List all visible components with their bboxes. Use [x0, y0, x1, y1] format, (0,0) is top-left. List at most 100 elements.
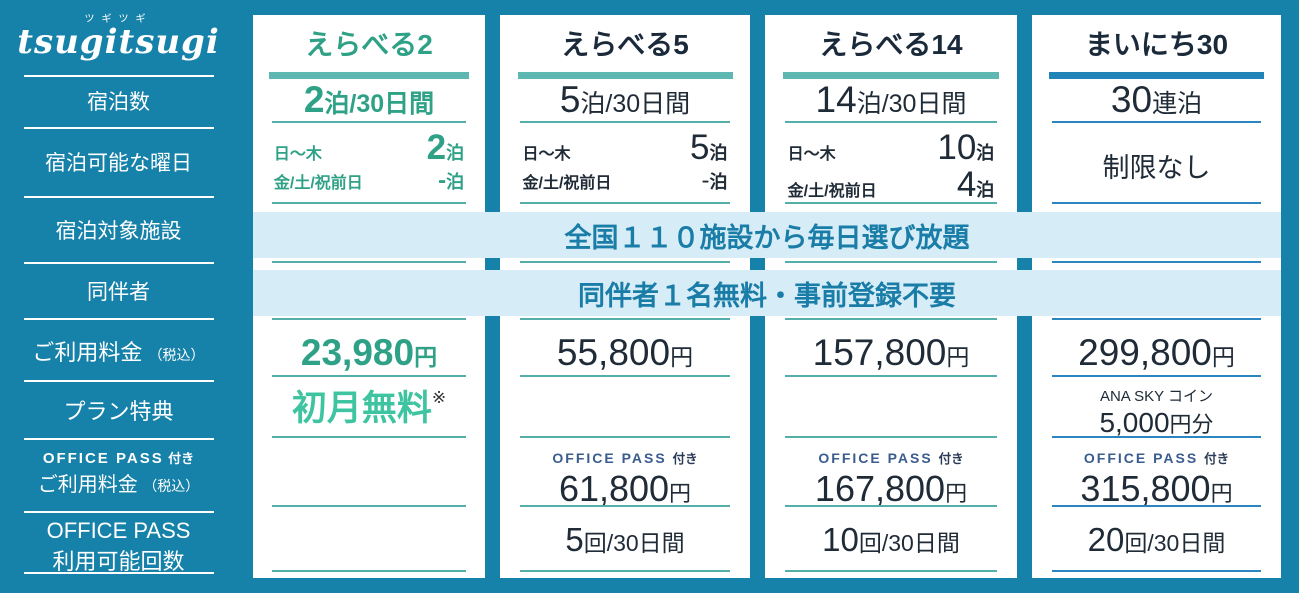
weekend-label: 金/土/祝前日: [522, 175, 612, 192]
divider-line: [1051, 121, 1262, 123]
divider-line: [271, 570, 467, 572]
weekend-unit: 泊: [709, 172, 728, 192]
stay-number: 14: [815, 79, 857, 120]
stay-number: 5: [559, 79, 581, 120]
office-pass-suffix: 付き: [672, 452, 698, 466]
divider-line: [1051, 505, 1262, 507]
weekday-unit: 泊: [446, 143, 465, 163]
row-header-office-price-line2: ご利用料金 （税込）: [0, 468, 237, 497]
stay-number: 30: [1110, 79, 1153, 120]
title-accent-bar: [517, 72, 733, 79]
weekend-value: 4泊: [957, 165, 994, 205]
weekend-number: 4: [956, 165, 977, 204]
office-pass-tag: OFFICE PASS 付き: [765, 449, 1017, 467]
plan-title: えらべる5: [561, 29, 689, 60]
stay-count: 14泊/30日間: [765, 81, 1017, 119]
coin-unit: 円分: [1169, 412, 1214, 437]
office-price-suffix: （税込）: [143, 478, 200, 494]
banner-companions: 同伴者１名無料・事前登録不要: [253, 270, 1281, 316]
divider-line: [271, 261, 467, 263]
weekend-unit: 泊: [446, 172, 465, 192]
weekday-number: 5: [690, 128, 710, 167]
sidebar-divider: [24, 318, 214, 320]
row-header-companion: 同伴者: [87, 281, 150, 304]
office-pass-price: 167,800円: [765, 469, 1017, 509]
sidebar-divider: [24, 262, 214, 264]
office-price-amount: 61,800: [558, 468, 670, 509]
weekday-unit: 泊: [709, 143, 728, 163]
office-price-amount: 315,800: [1080, 468, 1211, 509]
count-number: 20: [1087, 521, 1125, 558]
plan-benefit: 初月無料※: [253, 388, 485, 430]
row-header-price-suffix: （税込）: [148, 347, 205, 363]
plan-title: まいにち30: [1084, 29, 1229, 60]
weekend-row: 金/土/祝前日 4泊: [788, 165, 995, 205]
office-pass-label: OFFICE PASS: [552, 450, 667, 466]
office-price-label: ご利用料金: [37, 474, 138, 496]
office-pass-label: OFFICE PASS: [1083, 450, 1199, 466]
weekend-row: 金/土/祝前日 -泊: [523, 165, 728, 203]
office-pass-suffix: 付き: [1204, 452, 1230, 466]
office-price-amount: 167,800: [814, 468, 946, 509]
weekend-label: 金/土/祝前日: [273, 175, 363, 192]
sidebar-divider: [24, 127, 214, 129]
divider-line: [520, 261, 730, 263]
weekday-unit: 泊: [976, 143, 995, 163]
divider-line: [1051, 261, 1262, 263]
office-pass-tag: OFFICE PASS 付き: [1032, 449, 1281, 467]
row-header-office-price-line1: OFFICE PASS 付き: [0, 448, 237, 468]
divider-line: [1051, 202, 1262, 204]
divider-line: [520, 570, 730, 572]
weekday-value: 10泊: [937, 128, 994, 168]
divider-line: [520, 375, 730, 377]
divider-line: [785, 202, 997, 204]
office-price-unit: 円: [945, 481, 968, 506]
logo-kana-text: ツギツギ: [84, 14, 153, 25]
office-pass-label: OFFICE PASS: [818, 450, 933, 466]
plan-price: 23,980円: [253, 332, 485, 374]
weekday-row: 日～木 10泊: [788, 128, 995, 168]
office-pass-suffix: 付き: [938, 452, 964, 466]
divider-line: [1051, 570, 1262, 572]
divider-line: [785, 121, 997, 123]
price-amount: 299,800: [1078, 332, 1212, 373]
weekday-label: 日～木: [787, 146, 836, 163]
weekend-label: 金/土/祝前日: [787, 183, 877, 200]
divider-line: [520, 505, 730, 507]
plan-title: えらべる2: [305, 29, 433, 60]
sidebar: ツギツギ tsugitsugi 宿泊数 宿泊可能な曜日 宿泊対象施設 同伴者 ご…: [0, 0, 237, 593]
divider-line: [785, 436, 997, 438]
title-accent-bar: [1049, 72, 1264, 79]
banner-facilities-text: 全国１１０施設から毎日選び放題: [564, 222, 970, 253]
sidebar-divider: [24, 196, 214, 198]
office-pass-count: 20回/30日間: [1032, 521, 1281, 559]
divider-line: [271, 375, 467, 377]
divider-line: [1051, 436, 1262, 438]
stay-unit: 連泊: [1152, 90, 1203, 118]
stay-unit: 泊/30日間: [856, 90, 967, 118]
row-header-office-count-line2: 利用可能回数: [52, 549, 185, 574]
row-header-price-label: ご利用料金: [32, 340, 143, 365]
weekend-value: -泊: [702, 167, 728, 195]
divider-line: [1051, 375, 1262, 377]
benefit-note-mark: ※: [431, 388, 447, 407]
weekday-value: 5泊: [690, 128, 727, 168]
divider-line: [271, 436, 467, 438]
coin-benefit-label: ANA SKY コイン: [1099, 388, 1214, 405]
divider-line: [271, 505, 467, 507]
count-unit: 回/30日間: [858, 530, 960, 556]
divider-line: [520, 436, 730, 438]
divider-line: [785, 505, 997, 507]
coin-benefit-value: 5,000円分: [1032, 407, 1281, 439]
weekend-unit: 泊: [976, 180, 995, 200]
coin-amount: 5,000: [1099, 407, 1170, 438]
divider-line: [520, 202, 730, 204]
office-price-unit: 円: [1210, 481, 1233, 506]
price-amount: 55,800: [556, 332, 671, 373]
weekday-number: 2: [426, 128, 447, 167]
logo-wordmark: tsugitsugi: [17, 22, 220, 62]
title-accent-bar: [782, 72, 1000, 79]
plan-price: 55,800円: [500, 332, 750, 374]
count-number: 5: [565, 521, 584, 558]
divider-line: [520, 121, 730, 123]
